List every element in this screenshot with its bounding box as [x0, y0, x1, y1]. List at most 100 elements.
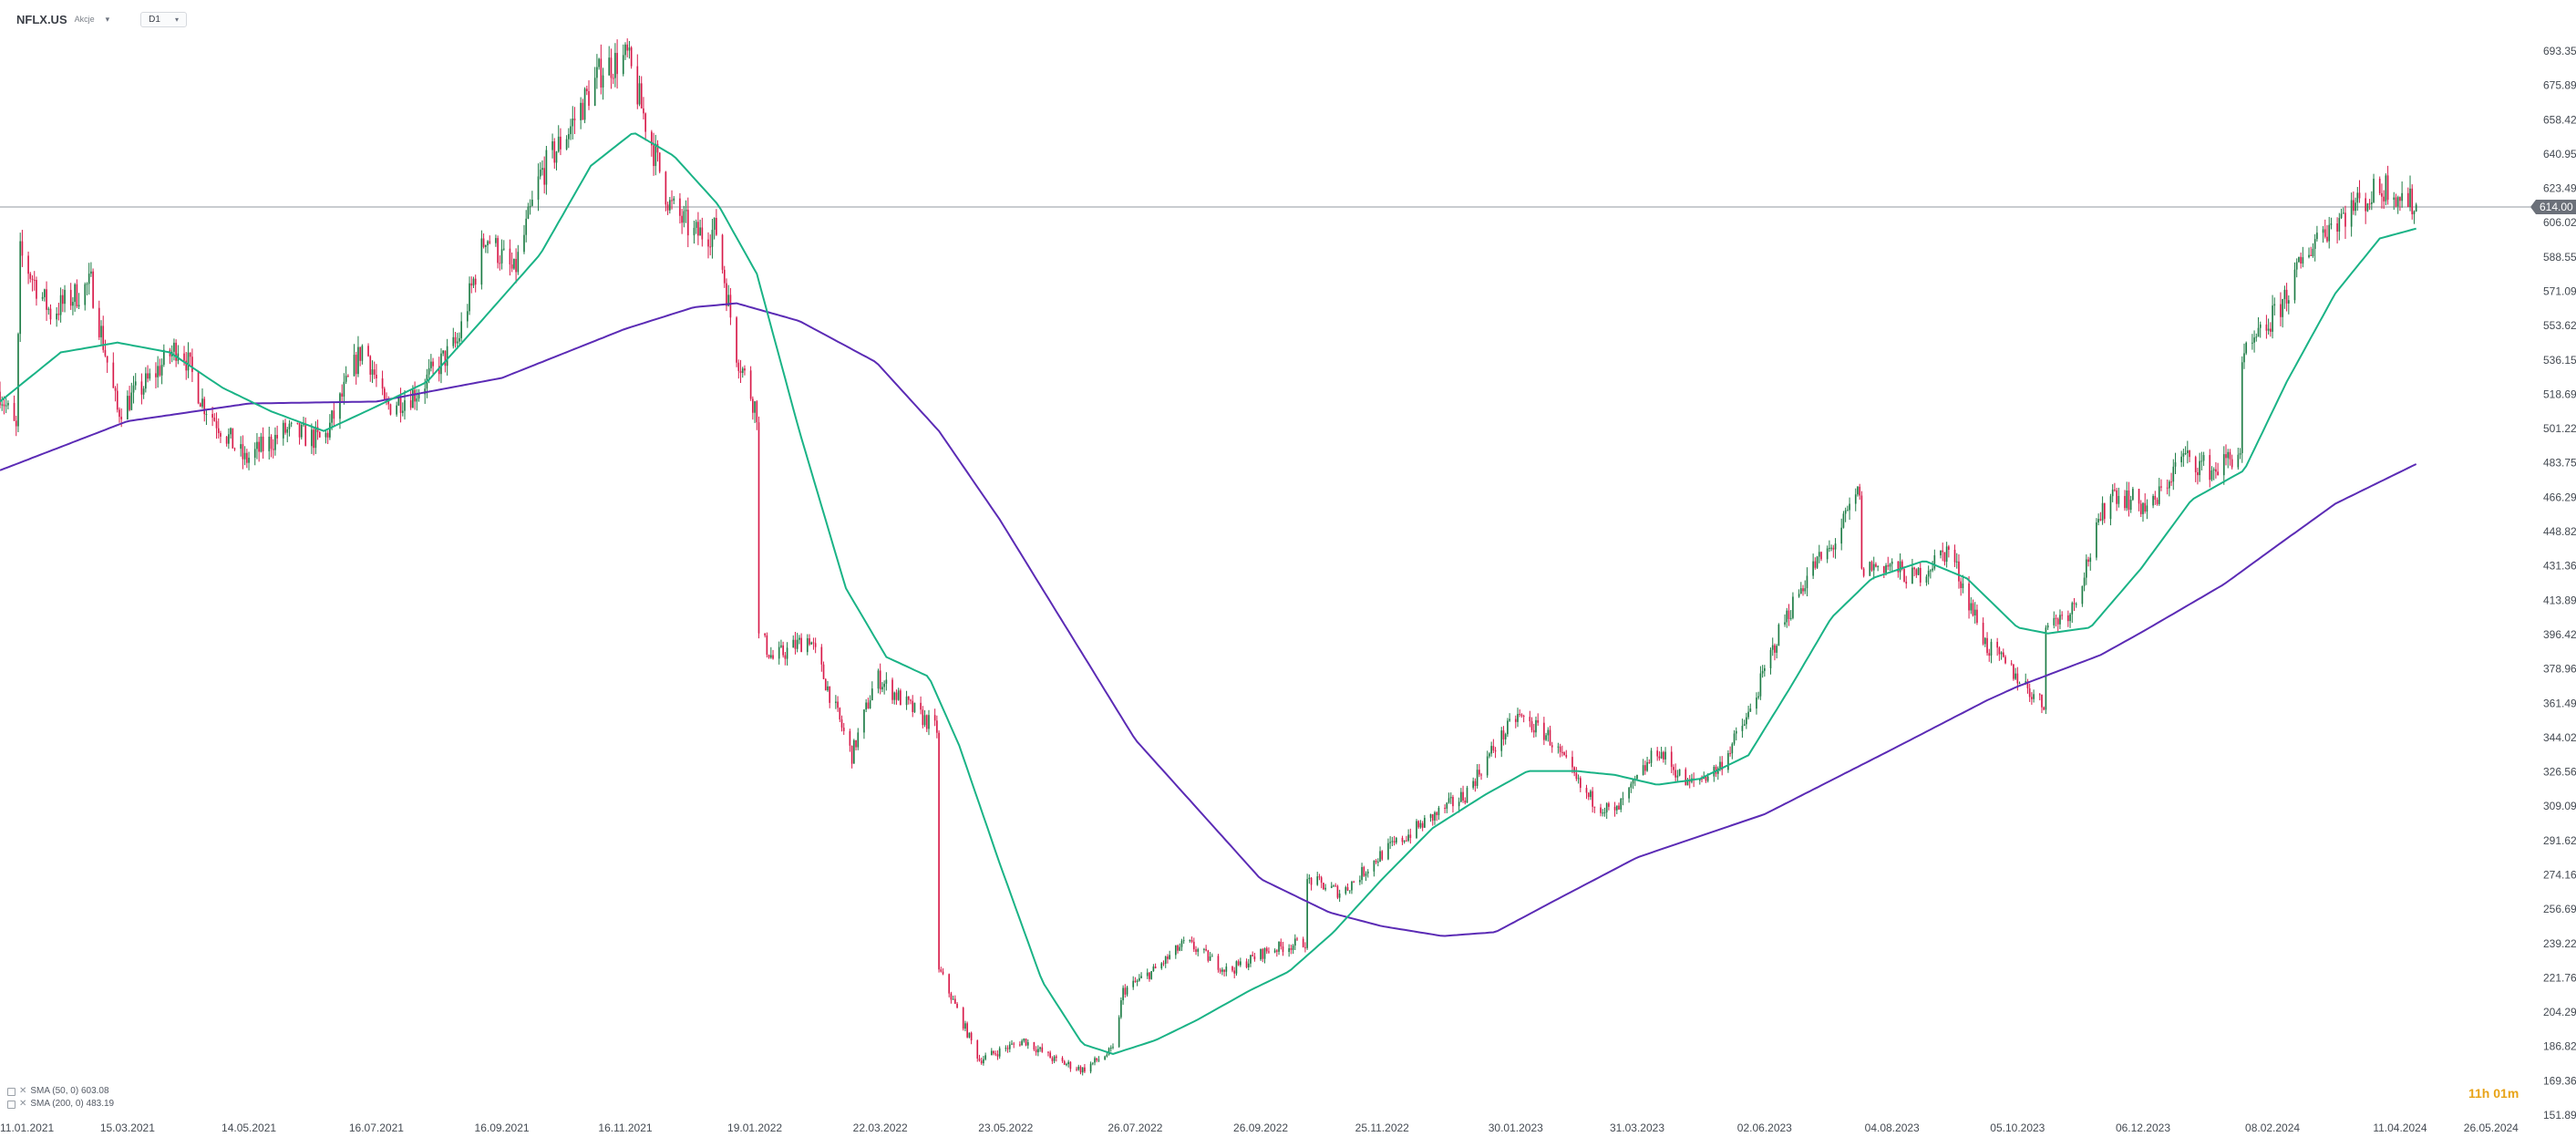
candle-body — [1656, 750, 1659, 757]
candle-body — [567, 134, 570, 140]
candle — [142, 386, 145, 399]
candle-body — [626, 44, 629, 51]
candle-body — [1806, 575, 1808, 589]
candle — [754, 400, 756, 423]
candle — [685, 200, 687, 223]
candle-body — [1517, 714, 1519, 722]
candle — [1930, 569, 1932, 579]
settings-icon[interactable] — [7, 1100, 15, 1109]
candle-body — [729, 295, 732, 318]
candle-body — [2013, 664, 2014, 679]
candle — [757, 416, 760, 639]
candle-body — [1462, 791, 1464, 801]
candle — [177, 345, 180, 365]
candle — [353, 344, 355, 377]
indicator-legend: ✕ SMA (50, 0) 603.08 ✕ SMA (200, 0) 483.… — [7, 1085, 114, 1111]
candle — [1537, 713, 1540, 726]
candle-body — [1306, 879, 1308, 948]
candle-body — [1338, 894, 1341, 898]
x-tick-label: 16.07.2021 — [349, 1121, 404, 1134]
candle — [1162, 960, 1165, 966]
candle-body — [543, 168, 546, 185]
candle-body — [1407, 834, 1409, 841]
indicator-sma200[interactable]: ✕ SMA (200, 0) 483.19 — [7, 1098, 114, 1111]
candle-body — [1832, 547, 1835, 550]
candle — [2073, 597, 2076, 612]
candle — [624, 42, 626, 60]
candle — [1273, 948, 1276, 954]
candle-body — [132, 385, 135, 393]
candle-body — [205, 414, 208, 416]
candle — [100, 320, 102, 346]
candle — [2101, 496, 2104, 525]
candle-body — [1830, 547, 1832, 549]
candle-body — [515, 258, 517, 273]
candle — [2354, 197, 2356, 216]
candle-body — [253, 449, 256, 458]
candle — [2002, 648, 2004, 658]
candle-body — [1363, 866, 1365, 876]
candle — [2200, 451, 2203, 470]
candle — [1829, 540, 1830, 553]
candle-body — [2253, 337, 2255, 343]
candle — [2368, 199, 2371, 211]
interval-selector[interactable]: D1 ▾ — [140, 11, 187, 27]
candle — [201, 388, 203, 409]
candle-body — [3, 404, 5, 407]
candle — [318, 430, 321, 439]
candle-body — [2053, 617, 2056, 625]
candle-body — [1847, 510, 1849, 512]
candle — [679, 192, 681, 224]
candle-body — [1587, 792, 1590, 798]
candle-body — [1460, 791, 1462, 802]
sma50-line — [0, 132, 2416, 1055]
candle — [2083, 572, 2086, 592]
candle — [1670, 746, 1673, 773]
candle-body — [1925, 576, 1928, 583]
candle — [31, 274, 34, 292]
candle-body — [1998, 647, 2001, 655]
candle-body — [2356, 192, 2359, 203]
symbol-dropdown-icon[interactable]: ▾ — [105, 14, 110, 24]
candle-body — [2358, 192, 2361, 199]
candle-body — [1280, 941, 1283, 947]
candle — [1860, 491, 1863, 570]
candle — [2215, 461, 2217, 479]
x-tick-label: 11.04.2024 — [2373, 1121, 2427, 1134]
settings-icon[interactable] — [7, 1087, 15, 1096]
candle-body — [2409, 188, 2411, 208]
candle-body — [1011, 1043, 1013, 1045]
candle — [1500, 727, 1503, 758]
candle — [799, 635, 800, 645]
candle — [1877, 565, 1879, 572]
candle — [964, 1020, 966, 1032]
candle — [44, 288, 46, 302]
candle-body — [33, 279, 36, 281]
candle-body — [1670, 751, 1673, 768]
candle-body — [31, 278, 34, 280]
candle-body — [1263, 947, 1266, 959]
candle-body — [1446, 802, 1448, 809]
candle-body — [1663, 751, 1664, 760]
y-tick-label: 256.69 — [2543, 903, 2576, 915]
candle — [1705, 776, 1707, 783]
candle — [1940, 550, 1942, 559]
candle — [132, 376, 135, 404]
candle — [1549, 725, 1551, 746]
candle — [1664, 747, 1666, 765]
candle-body — [784, 655, 787, 659]
close-icon[interactable]: ✕ — [19, 1099, 27, 1109]
indicator-sma50[interactable]: ✕ SMA (50, 0) 603.08 — [7, 1085, 114, 1098]
symbol-label[interactable]: NFLX.US — [16, 12, 67, 26]
candle — [920, 696, 922, 715]
candle — [510, 252, 513, 273]
candle-body — [2229, 451, 2231, 460]
candle-body — [454, 336, 457, 344]
candle-body — [829, 686, 831, 703]
candle-body — [814, 643, 817, 647]
candle-body — [347, 376, 349, 377]
candle — [1047, 1051, 1049, 1057]
candle-body — [1636, 774, 1638, 780]
close-icon[interactable]: ✕ — [19, 1086, 27, 1096]
